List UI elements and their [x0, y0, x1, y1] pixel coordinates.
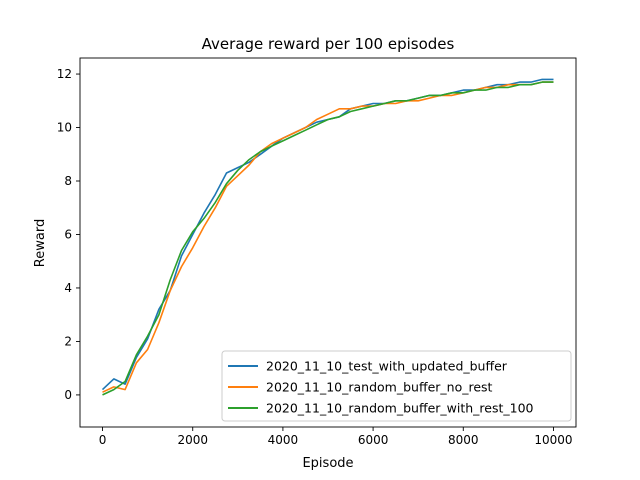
y-tick-label: 12: [57, 67, 72, 81]
legend-label-2: 2020_11_10_random_buffer_no_rest: [266, 380, 493, 395]
y-axis-ticks: 0 2 4 6 8 10 12: [57, 67, 80, 402]
x-axis-label: Episode: [302, 456, 353, 471]
y-axis-label: Reward: [33, 219, 48, 267]
chart-title: Average reward per 100 episodes: [202, 35, 455, 53]
series-layer: [101, 78, 554, 396]
y-tick-label: 4: [64, 281, 72, 295]
x-tick-label: 6000: [358, 433, 389, 447]
plot-frame: [79, 57, 577, 428]
legend-label-1: 2020_11_10_test_with_updated_buffer: [266, 359, 508, 374]
series-line-3: [102, 81, 554, 396]
x-tick-label: 8000: [448, 433, 479, 447]
y-tick-label: 6: [64, 227, 72, 241]
legend-entries: 2020_11_10_test_with_updated_buffer 2020_…: [228, 359, 534, 416]
x-tick-label: 10000: [534, 433, 572, 447]
x-tick-label: 4000: [268, 433, 299, 447]
series-line-2: [102, 81, 554, 393]
legend: 2020_11_10_test_with_updated_buffer 2020_…: [221, 350, 572, 422]
x-axis-ticks: 0 2000 4000 6000 8000 10000: [99, 427, 573, 447]
y-tick-label: 2: [64, 334, 72, 348]
x-tick-label: 2000: [177, 433, 208, 447]
y-tick-label: 0: [64, 388, 72, 402]
y-tick-label: 8: [64, 174, 72, 188]
x-tick-label: 0: [99, 433, 107, 447]
legend-box: [221, 350, 572, 422]
legend-label-3: 2020_11_10_random_buffer_with_rest_100: [266, 401, 534, 416]
y-tick-label: 10: [57, 121, 72, 135]
